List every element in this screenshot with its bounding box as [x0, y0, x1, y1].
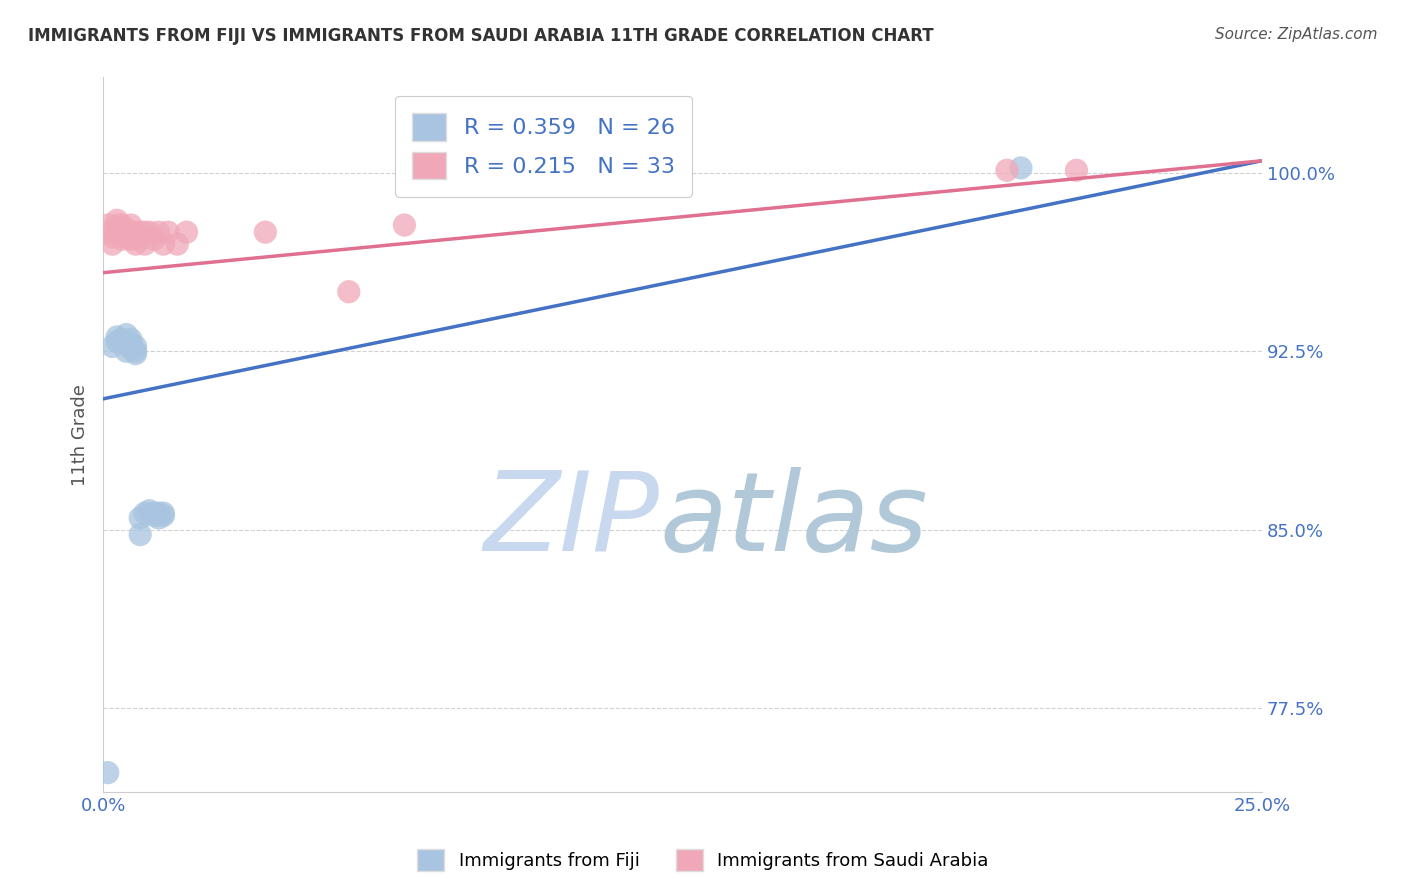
Point — [124, 344, 146, 359]
Point — [134, 506, 156, 520]
Point — [148, 506, 170, 520]
Point — [101, 237, 124, 252]
Point — [120, 342, 142, 356]
Point — [337, 285, 360, 299]
Point — [1066, 163, 1088, 178]
Point — [105, 218, 128, 232]
Point — [105, 223, 128, 237]
Point — [394, 218, 416, 232]
Point — [120, 337, 142, 351]
Point — [115, 344, 138, 359]
Point — [111, 225, 134, 239]
Point — [115, 327, 138, 342]
Point — [129, 511, 152, 525]
Legend: R = 0.359   N = 26, R = 0.215   N = 33: R = 0.359 N = 26, R = 0.215 N = 33 — [395, 95, 692, 196]
Point — [111, 218, 134, 232]
Point — [152, 508, 174, 523]
Point — [115, 337, 138, 351]
Point — [995, 163, 1018, 178]
Point — [124, 237, 146, 252]
Point — [166, 237, 188, 252]
Point — [124, 225, 146, 239]
Point — [129, 527, 152, 541]
Point — [105, 330, 128, 344]
Point — [97, 218, 120, 232]
Point — [105, 334, 128, 349]
Text: ZIP: ZIP — [484, 467, 659, 574]
Point — [101, 339, 124, 353]
Point — [1010, 161, 1032, 175]
Point — [138, 504, 160, 518]
Point — [111, 232, 134, 246]
Point — [176, 225, 198, 239]
Legend: Immigrants from Fiji, Immigrants from Saudi Arabia: Immigrants from Fiji, Immigrants from Sa… — [411, 842, 995, 879]
Point — [115, 223, 138, 237]
Point — [97, 765, 120, 780]
Point — [120, 332, 142, 346]
Point — [152, 237, 174, 252]
Text: atlas: atlas — [659, 467, 928, 574]
Point — [101, 230, 124, 244]
Point — [115, 230, 138, 244]
Point — [120, 225, 142, 239]
Point — [143, 508, 166, 523]
Point — [120, 232, 142, 246]
Point — [143, 506, 166, 520]
Point — [120, 218, 142, 232]
Text: Source: ZipAtlas.com: Source: ZipAtlas.com — [1215, 27, 1378, 42]
Point — [111, 334, 134, 349]
Point — [138, 225, 160, 239]
Point — [148, 225, 170, 239]
Y-axis label: 11th Grade: 11th Grade — [72, 384, 89, 485]
Point — [97, 225, 120, 239]
Point — [254, 225, 277, 239]
Point — [134, 225, 156, 239]
Point — [124, 346, 146, 360]
Point — [129, 225, 152, 239]
Point — [152, 506, 174, 520]
Point — [157, 225, 180, 239]
Point — [111, 332, 134, 346]
Point — [148, 511, 170, 525]
Text: IMMIGRANTS FROM FIJI VS IMMIGRANTS FROM SAUDI ARABIA 11TH GRADE CORRELATION CHAR: IMMIGRANTS FROM FIJI VS IMMIGRANTS FROM … — [28, 27, 934, 45]
Point — [143, 232, 166, 246]
Point — [105, 213, 128, 227]
Point — [129, 232, 152, 246]
Point — [134, 237, 156, 252]
Point — [124, 339, 146, 353]
